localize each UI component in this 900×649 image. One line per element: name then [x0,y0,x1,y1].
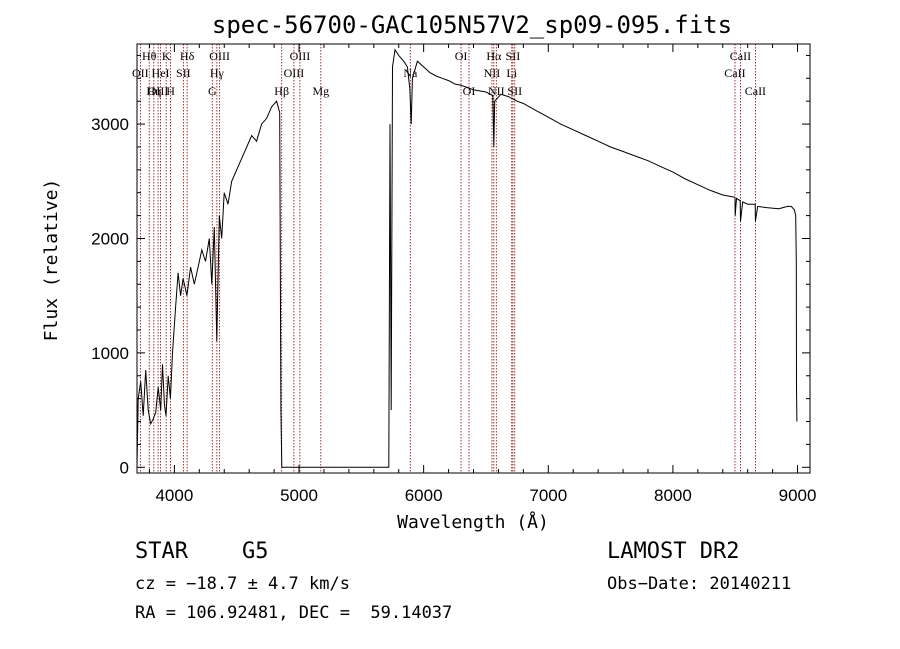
line-marker-label: NII [488,84,505,98]
line-marker-label: G [208,84,217,98]
line-marker-label: Mg [312,84,329,98]
y-tick-label: 2000 [91,229,129,248]
x-tick-label: 6000 [405,486,443,505]
line-marker-label: SII [506,49,521,63]
object-class: STAR [135,539,188,564]
line-marker-label: Hα [486,49,502,63]
line-marker-label: K [162,49,171,63]
line-marker-label: SII [176,66,191,80]
x-tick-label: 4000 [155,486,193,505]
line-marker-label: Hβ [274,84,289,98]
line-marker-label: Na [403,66,418,80]
object-subclass: G5 [242,539,269,564]
line-marker-label: OIII [209,49,230,63]
x-tick-label: 5000 [280,486,318,505]
line-marker-label: CaII [745,84,766,98]
line-marker-label: H [166,84,175,98]
line-markers: OIIHθHηOIIIHeIKHSIIHδGHγOIIIHβOIIIOIIIMg… [132,44,766,473]
line-marker-label: HeI [152,66,170,80]
line-marker-label: CaII [730,49,751,63]
line-marker-label: OI [455,49,468,63]
line-marker-label: OIII [290,49,311,63]
y-axis-label: Flux (relative) [41,179,62,342]
x-tick-label: 8000 [654,486,692,505]
plot-frame [136,43,811,474]
chart-title: spec-56700-GAC105N57V2_sp09-095.fits [212,11,732,39]
line-marker-label: OII [132,66,149,80]
line-marker-label: Hθ [142,49,157,63]
redshift-velocity: cz = −18.7 ± 4.7 km/s [135,574,350,594]
line-marker-label: SII [507,84,522,98]
line-marker-label: Hγ [210,66,225,80]
spectrum-line [136,48,798,468]
y-tick-label: 1000 [91,344,129,363]
x-tick-label: 7000 [529,486,567,505]
y-axis: 0 1000 2000 3000 [91,54,810,477]
coordinates: RA = 106.92481, DEC = 59.14037 [135,603,453,623]
survey-name: LAMOST DR2 [607,539,740,564]
y-tick-label: 0 [120,458,129,477]
line-marker-label: Hδ [180,49,195,63]
line-marker-label: NII [484,66,501,80]
line-marker-label: Li [506,66,517,80]
observation-date: Obs−Date: 20140211 [607,574,792,594]
x-axis: 4000 5000 6000 7000 8000 9000 [148,44,817,505]
x-tick-label: 9000 [779,486,817,505]
line-marker-label: OIII [284,66,305,80]
line-marker-label: Hη [146,84,161,98]
x-axis-label: Wavelength (Å) [397,511,549,533]
y-tick-label: 3000 [91,115,129,134]
line-marker-label: CaII [724,66,745,80]
line-marker-label: OIII [148,84,169,98]
